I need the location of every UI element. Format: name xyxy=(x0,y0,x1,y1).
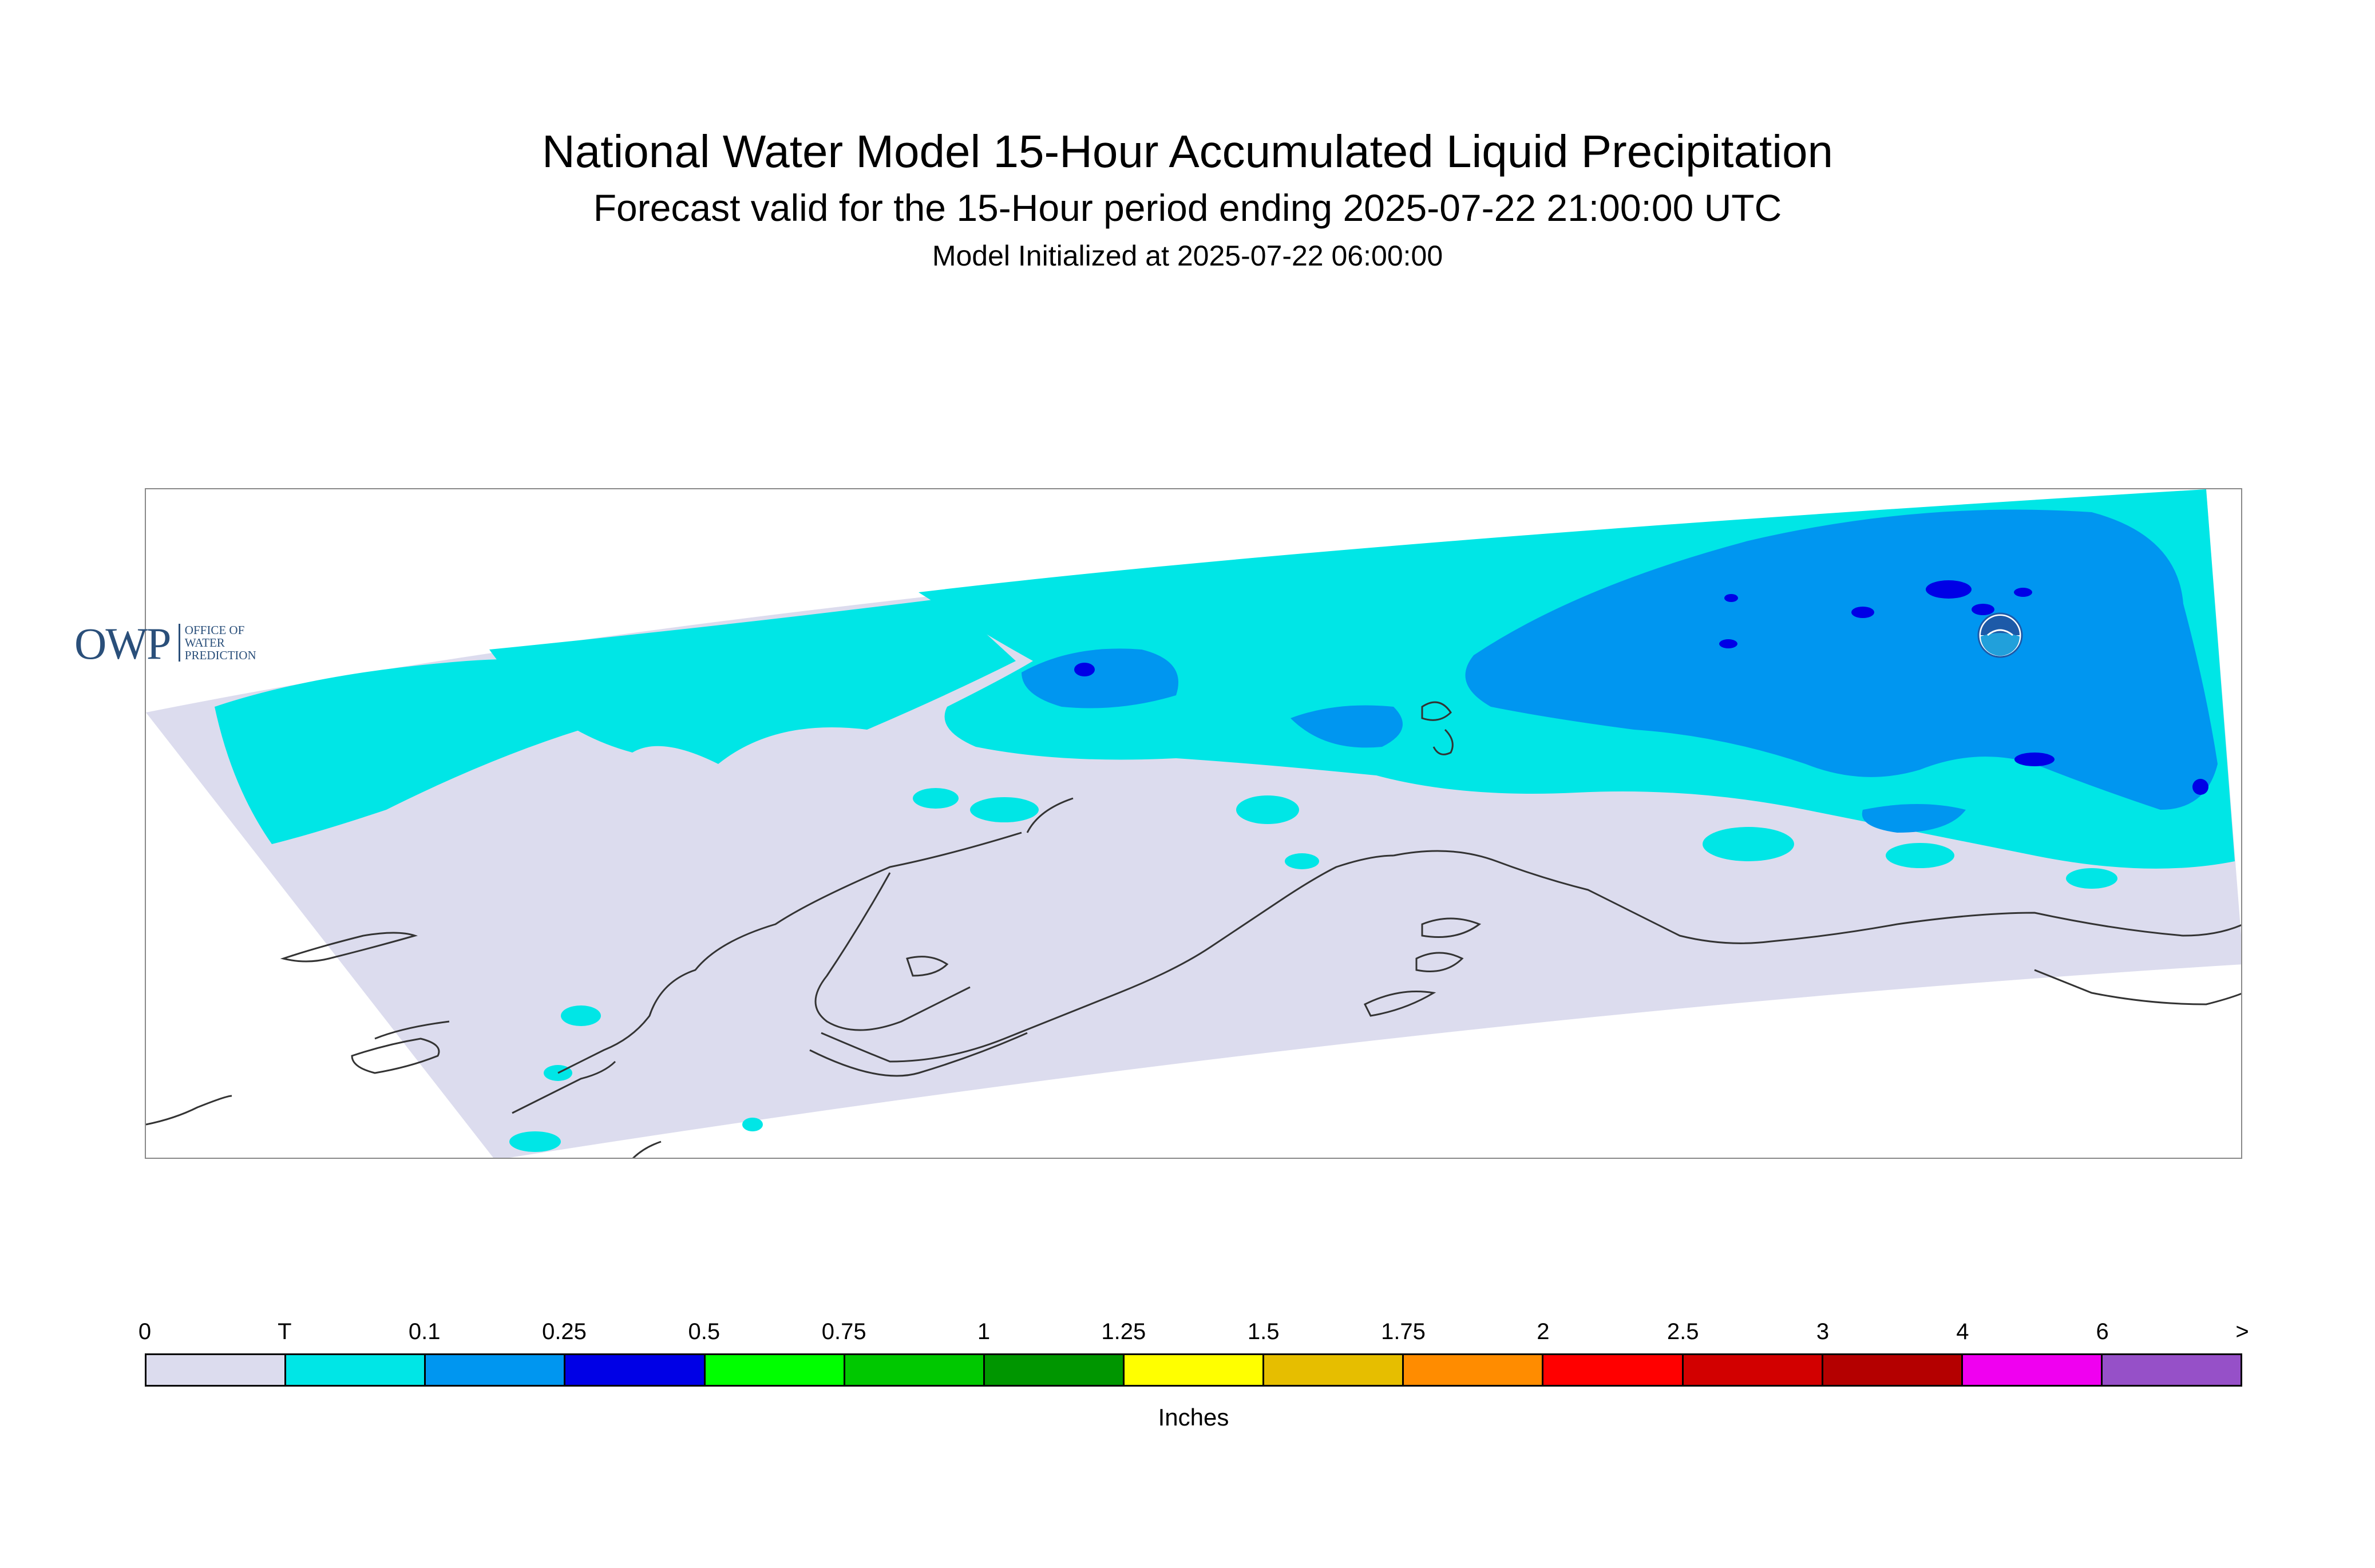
legend-swatch xyxy=(845,1355,985,1385)
owp-logo-mark: OWP xyxy=(74,619,171,668)
precip-map xyxy=(146,489,2241,1158)
legend-tick-label: 4 xyxy=(1956,1319,1969,1344)
legend-swatch xyxy=(1404,1355,1544,1385)
precip-0.25-areas xyxy=(1074,580,2208,795)
legend-tick-label: 3 xyxy=(1816,1319,1830,1344)
legend-tick-label: 0.25 xyxy=(542,1319,587,1344)
legend-color-bar xyxy=(145,1353,2242,1387)
owp-logo-subtext: OFFICE OF WATER PREDICTION xyxy=(178,623,256,662)
legend-swatch xyxy=(1264,1355,1404,1385)
legend-tick-label: 1 xyxy=(977,1319,991,1344)
model-init-subtitle: Model Initialized at 2025-07-22 06:00:00 xyxy=(932,240,1443,272)
legend-tick-labels: 0 T 0.1 0.25 0.5 0.75 1 1.25 1.5 1.75 2 2.5 3 4 6 > xyxy=(138,1319,2249,1353)
legend-tick-label: 2 xyxy=(1537,1319,1550,1344)
color-legend: 0 T 0.1 0.25 0.5 0.75 1 1.25 1.5 1.75 2 2.5 3 4 6 > Inc… xyxy=(138,1319,2249,1431)
legend-tick-label: 0.5 xyxy=(688,1319,721,1344)
legend-swatch xyxy=(147,1355,287,1385)
coastlines xyxy=(146,701,2241,1158)
legend-swatch xyxy=(1124,1355,1265,1385)
legend-tick-label: 1.5 xyxy=(1247,1319,1280,1344)
legend-tick-label: 0.75 xyxy=(821,1319,866,1344)
legend-swatch xyxy=(984,1355,1125,1385)
legend-tick-label: 2.5 xyxy=(1667,1319,1699,1344)
legend-swatch xyxy=(1823,1355,1963,1385)
owp-logo-line3: PREDICTION xyxy=(184,648,256,662)
legend-swatch xyxy=(286,1355,426,1385)
precip-0.1-areas xyxy=(1022,509,2218,833)
legend-tick-label: T xyxy=(278,1319,292,1344)
legend-tick-label: 0.1 xyxy=(408,1319,441,1344)
owp-logo: OWP OFFICE OF WATER PREDICTION xyxy=(74,618,256,670)
legend-tick-label: 1.25 xyxy=(1101,1319,1146,1344)
owp-logo-line2: WATER xyxy=(184,636,225,650)
legend-swatch xyxy=(565,1355,706,1385)
legend-swatch xyxy=(2102,1355,2241,1385)
legend-units-label: Inches xyxy=(1158,1404,1229,1431)
legend-tick-label: 6 xyxy=(2096,1319,2109,1344)
forecast-valid-subtitle: Forecast valid for the 15-Hour period en… xyxy=(593,187,1782,229)
legend-swatch xyxy=(705,1355,845,1385)
legend-tick-label: > xyxy=(2235,1319,2249,1344)
legend-swatch xyxy=(1683,1355,1823,1385)
owp-logo-line1: OFFICE OF xyxy=(184,623,245,637)
chart-title: National Water Model 15-Hour Accumulated… xyxy=(542,126,1833,177)
noaa-logo xyxy=(1977,612,2023,658)
legend-swatch xyxy=(426,1355,566,1385)
legend-swatch xyxy=(1543,1355,1684,1385)
map-frame xyxy=(145,488,2242,1159)
legend-swatch xyxy=(1962,1355,2103,1385)
title-block: National Water Model 15-Hour Accumulated… xyxy=(0,123,2375,276)
legend-tick-label: 0 xyxy=(138,1319,152,1344)
legend-tick-label: 1.75 xyxy=(1381,1319,1426,1344)
